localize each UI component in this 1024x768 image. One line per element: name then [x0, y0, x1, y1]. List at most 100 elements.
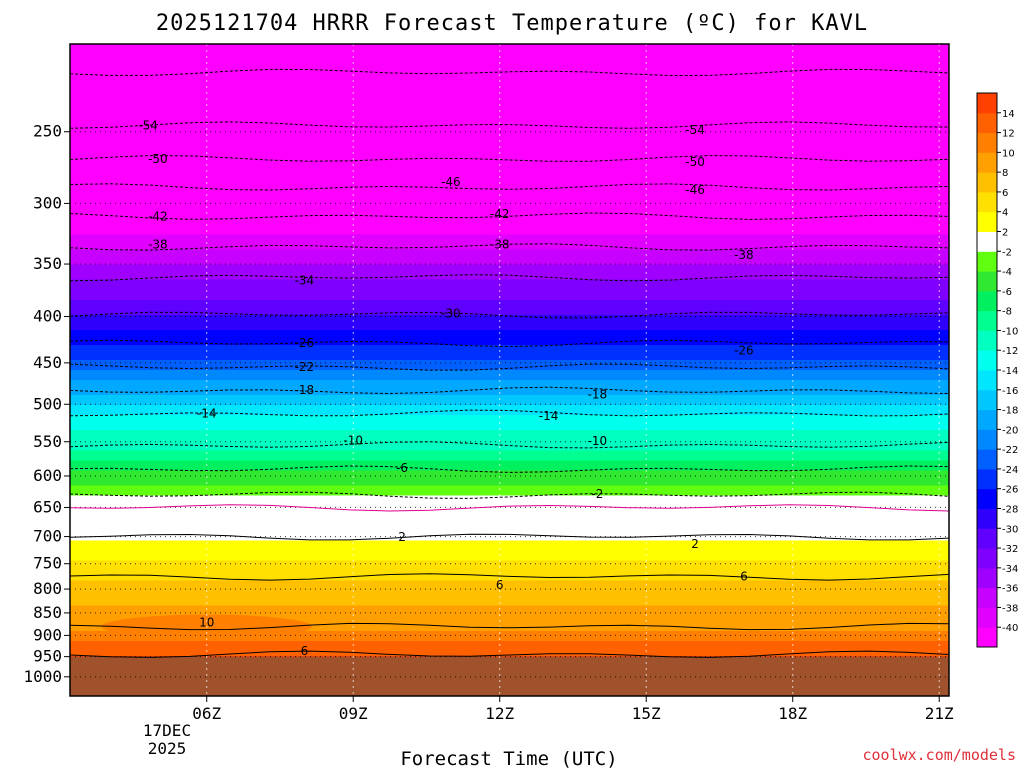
isotherm-label: 6: [496, 578, 504, 592]
isotherm-label: 6: [301, 644, 309, 658]
colorbar-tick-label: 8: [1002, 168, 1008, 179]
colorbar-swatch: [977, 449, 997, 470]
pressure-tick-label: 450: [33, 353, 62, 372]
isotherm-label: -26: [295, 336, 315, 350]
colorbar-tick-label: -18: [1002, 406, 1018, 417]
isotherm-line: [70, 183, 949, 191]
colorbar-tick-label: -2: [1002, 247, 1012, 258]
time-tick-label: 09Z: [339, 704, 368, 723]
time-axis: 06Z 09Z 12Z 15Z 18Z 21Z: [192, 696, 954, 723]
colorbar-tick-label: -12: [1002, 346, 1018, 357]
time-tick-label: 15Z: [632, 704, 661, 723]
isotherm-label: -14: [539, 409, 559, 423]
isotherm-line: [70, 311, 949, 319]
colorbar-swatch: [977, 508, 997, 529]
pressure-tick-label: 900: [33, 625, 62, 644]
colorbar-tick-label: -6: [1002, 287, 1012, 298]
isotherm-label: -38: [148, 237, 168, 251]
colorbar-swatch: [977, 409, 997, 430]
isotherm-label: 6: [740, 570, 748, 584]
isotherm-line: [70, 465, 949, 473]
colorbar-swatch: [977, 132, 997, 153]
colorbar-tick-label: -4: [1002, 267, 1012, 278]
isotherm-label: -26: [734, 343, 754, 357]
pressure-axis: 250 300 350 400 450 500 550 600 650 700 750 800 850 9…: [23, 122, 70, 686]
isotherm-label: -14: [197, 407, 217, 421]
isotherm-label: -46: [685, 183, 705, 197]
isotherm-line: [70, 650, 949, 658]
pressure-tick-label: 350: [33, 254, 62, 273]
isotherm-line: [70, 274, 949, 282]
pressure-tick-label: 600: [33, 466, 62, 485]
isotherm-label: -38: [490, 237, 510, 251]
colorbar-tick-label: 4: [1002, 208, 1008, 219]
colorbar-tick-label: -30: [1002, 524, 1018, 535]
isotherm-labels: -54 -54 -50 -50 -46 -46 -42 -42 -38 -38 -38 -34 -30 -…: [138, 118, 753, 658]
pressure-tick-label: 250: [33, 122, 62, 141]
colorbar-swatch: [977, 607, 997, 628]
isotherm-label: -50: [148, 152, 168, 166]
isotherm-line: [70, 622, 949, 631]
colorbar-tick-label: -32: [1002, 544, 1018, 555]
isotherm-line: [70, 243, 949, 251]
colorbar-swatch: [977, 290, 997, 312]
isotherm-contours: [70, 68, 949, 658]
colorbar-swatch: [977, 468, 997, 490]
pressure-tick-label: 1000: [23, 667, 62, 686]
isotherm-label: -42: [490, 207, 510, 221]
colorbar-swatch: [977, 567, 997, 589]
isotherm-label: 2: [691, 537, 699, 551]
colorbar-swatch: [977, 152, 997, 173]
isotherm-label: -18: [588, 388, 608, 402]
isotherm-label: -10: [588, 434, 608, 448]
isotherm-line: [70, 68, 949, 77]
colorbar-tick-label: -16: [1002, 386, 1018, 397]
colorbar-swatch: [977, 310, 997, 331]
isotherm-line: [70, 155, 949, 162]
colorbar-tick-label: 14: [1002, 109, 1015, 120]
colorbar-swatch: [977, 370, 997, 391]
pressure-tick-label: 400: [33, 307, 62, 326]
pressure-tick-label: 300: [33, 193, 62, 212]
below-ground-layer: [70, 656, 949, 696]
pressure-tick-label: 950: [33, 647, 62, 666]
time-tick-label: 18Z: [778, 704, 807, 723]
colorbar-tick-label: -22: [1002, 445, 1018, 456]
isotherm-label: -54: [685, 123, 705, 137]
colorbar-swatch: [977, 112, 997, 134]
colorbar-swatch: [977, 429, 997, 450]
colorbar-tick-label: -24: [1002, 465, 1018, 476]
pressure-tick-label: 750: [33, 554, 62, 573]
colorbar-swatch: [977, 93, 997, 114]
isotherm-line: [70, 533, 949, 541]
colorbar: -40-38-36-34-32-30-28-26-24-22-20-18-16-…: [976, 92, 1018, 648]
pressure-tick-label: 650: [33, 497, 62, 516]
colorbar-swatch: [977, 172, 997, 193]
isotherm-line: [70, 504, 949, 512]
colorbar-tick-label: -10: [1002, 326, 1018, 337]
time-tick-label: 06Z: [192, 704, 221, 723]
ground-layer: [70, 656, 949, 696]
plot-area: -54 -54 -50 -50 -46 -46 -42 -42 -38 -38 -38 -34 -30 -…: [70, 44, 949, 696]
colorbar-swatch: [977, 528, 997, 549]
isotherm-label: -54: [138, 118, 158, 132]
colorbar-swatch: [977, 587, 997, 608]
colorbar-tick-label: -20: [1002, 425, 1018, 436]
colorbar-tick-label: -14: [1002, 366, 1018, 377]
plot-frame: [69, 43, 950, 697]
colorbar-swatch: [977, 548, 997, 569]
isotherm-line: [70, 212, 949, 220]
isotherm-label: -50: [685, 155, 705, 169]
pressure-tick-label: 500: [33, 394, 62, 413]
isotherm-label: -6: [396, 461, 408, 475]
isotherm-label: -38: [734, 248, 754, 262]
pressure-tick-label: 550: [33, 432, 62, 451]
isotherm-line: [70, 491, 949, 499]
time-gridlines: [206, 44, 940, 696]
isotherm-line: [70, 409, 949, 417]
date-label-year: 2025: [148, 739, 187, 758]
colorbar-swatch: [977, 231, 997, 252]
pressure-tick-label: 700: [33, 527, 62, 546]
isotherm-label: -2: [591, 487, 603, 501]
colorbar-tick-label: -34: [1002, 564, 1018, 575]
